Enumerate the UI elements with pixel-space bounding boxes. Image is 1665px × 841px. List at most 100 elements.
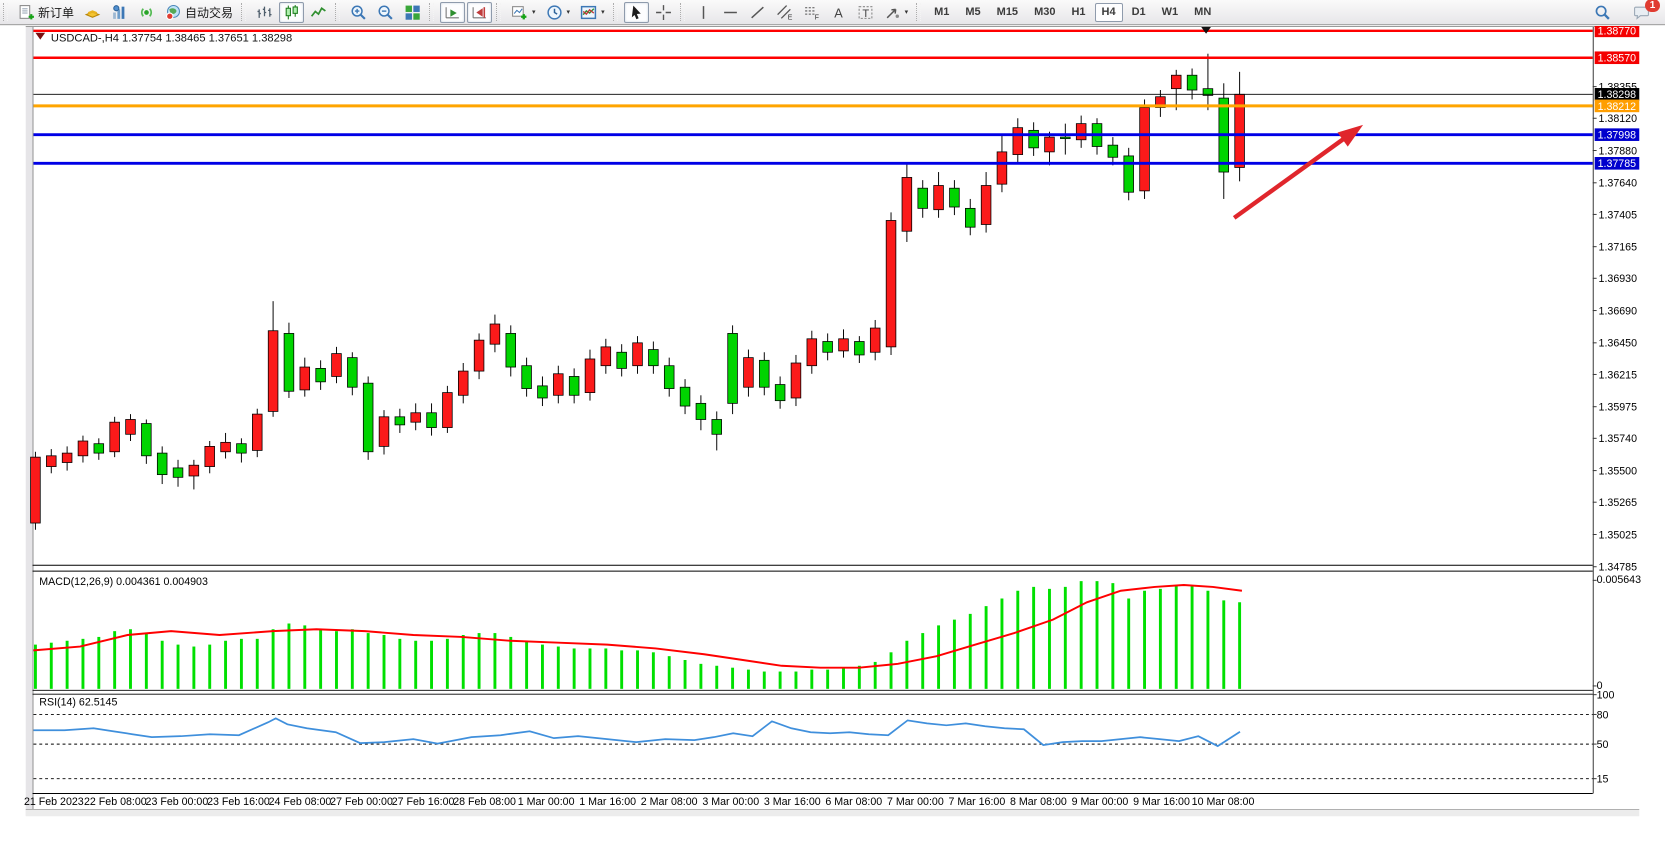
crosshair-button[interactable] (651, 2, 676, 23)
signals-button[interactable] (134, 2, 159, 23)
chevron-down-icon: ▾ (532, 9, 536, 16)
text-tool-button[interactable]: A (826, 2, 851, 23)
fibonacci-tool-button[interactable]: F (799, 2, 824, 23)
search-button[interactable] (1590, 2, 1615, 23)
bar-chart-icon (257, 6, 272, 18)
horizontal-line-tool-button[interactable] (718, 2, 743, 23)
candle-body (933, 185, 944, 211)
timeframe-h4-button[interactable]: H4 (1094, 2, 1123, 22)
line-chart-button[interactable] (306, 2, 331, 23)
add-indicator-button[interactable]: ▾ (507, 2, 540, 23)
trend-arrow-annotation[interactable] (1232, 124, 1364, 220)
add-indicator-icon (512, 5, 527, 19)
timeframe-w1-button[interactable]: W1 (1155, 3, 1186, 22)
toolbar-grip[interactable] (335, 3, 341, 21)
arrows-tool-button[interactable]: ▾ (880, 2, 913, 23)
candle-body (77, 440, 89, 457)
svg-text:1.37785: 1.37785 (1598, 158, 1637, 170)
candle-body (1044, 136, 1055, 153)
candle-body (347, 357, 358, 388)
timeframe-h1-button[interactable]: H1 (1064, 3, 1092, 22)
candle-body (885, 220, 897, 348)
time-axis-label: 28 Feb 08:00 (453, 796, 516, 808)
time-axis-label: 7 Mar 00:00 (887, 796, 944, 808)
candle-body (822, 341, 833, 353)
toolbar-grip[interactable] (241, 3, 247, 21)
candle-body (980, 185, 992, 225)
toolbar-grip[interactable] (429, 3, 435, 21)
toolbar-grip[interactable] (496, 3, 502, 21)
horizontal-line-icon (723, 11, 737, 13)
candle-body (1107, 144, 1119, 158)
toolbar-grip[interactable] (679, 3, 685, 21)
bar-chart-button[interactable] (252, 2, 277, 23)
svg-text:1.38770: 1.38770 (1598, 26, 1637, 38)
chart-title: USDCAD-,H4 1.37754 1.38465 1.37651 1.382… (35, 33, 292, 45)
symbol-dropdown-icon[interactable] (35, 32, 46, 40)
timeframe-m15-button[interactable]: M15 (990, 3, 1025, 22)
candle-body (917, 187, 928, 209)
candle-body (568, 376, 580, 396)
candle-body (838, 338, 849, 352)
vertical-line-icon (702, 5, 704, 19)
chart-template-button[interactable]: ▾ (576, 2, 609, 23)
chart-shift-button[interactable] (467, 1, 493, 23)
text-label-tool-button[interactable]: T (853, 2, 878, 23)
time-axis-label: 2 Mar 08:00 (641, 796, 698, 808)
chevron-down-icon: ▾ (904, 9, 909, 16)
history-center-button[interactable] (107, 2, 132, 23)
macd-axis-max: 0.005643 (1597, 574, 1641, 586)
toolbar-grip[interactable] (916, 3, 922, 21)
toolbar-grip[interactable] (3, 3, 8, 21)
line-chart-icon (310, 6, 326, 17)
autotrade-button[interactable]: 自动交易 (161, 2, 237, 23)
timeframe-d1-button[interactable]: D1 (1125, 3, 1153, 22)
toolbar-grip[interactable] (612, 3, 618, 21)
period-button[interactable]: ▾ (542, 2, 575, 23)
equidistant-channel-tool-button[interactable]: E (772, 2, 797, 23)
new-order-button[interactable]: 新订单 (14, 2, 78, 23)
candle-body (727, 333, 738, 404)
trendline-tool-button[interactable] (745, 2, 770, 23)
text-label-icon: T (858, 5, 872, 19)
candle-body (616, 351, 627, 369)
chart-shift-icon (472, 6, 486, 18)
vertical-line-tool-button[interactable] (691, 2, 716, 23)
candle-body (648, 349, 659, 367)
symbol-ohlc-title: USDCAD-,H4 1.37754 1.38465 1.37651 1.382… (51, 33, 292, 45)
price-tick-label: 1.37405 (1599, 209, 1638, 221)
cursor-button[interactable] (623, 1, 649, 23)
chart-svg[interactable]: 1.383551.381201.378801.376401.374051.371… (0, 26, 1665, 841)
candle-body (410, 412, 421, 423)
zoom-out-icon (378, 4, 393, 20)
price-badge: 1.37998 (1594, 128, 1640, 142)
market-watch-button[interactable] (80, 2, 105, 23)
chevron-down-icon: ▾ (601, 9, 605, 16)
macd-label: MACD(12,26,9) 0.004361 0.004903 (39, 576, 208, 588)
svg-text:A: A (834, 5, 843, 20)
time-axis-label: 27 Feb 00:00 (330, 796, 393, 808)
tile-windows-button[interactable] (400, 2, 425, 23)
candlestick-chart-button[interactable] (279, 1, 305, 23)
rsi-axis-label: 15 (1597, 774, 1609, 786)
history-icon (113, 4, 125, 19)
tile-windows-icon (405, 5, 420, 20)
price-tick-label: 1.37165 (1599, 242, 1638, 254)
text-icon: A (834, 5, 843, 20)
timeframe-mn-button[interactable]: MN (1187, 3, 1218, 22)
candle-body (949, 187, 960, 208)
candle-body (489, 323, 501, 345)
candle-body (537, 385, 548, 399)
macd-panel: MACD(12,26,9) 0.004361 0.004903 0.005643 0 (33, 574, 1641, 692)
notifications-button[interactable]: 1 (1629, 0, 1660, 23)
timeframe-m1-button[interactable]: M1 (927, 3, 956, 22)
timeframe-m30-button[interactable]: M30 (1027, 3, 1062, 22)
time-axis-label: 23 Feb 00:00 (146, 796, 209, 808)
chart-template-icon (580, 5, 597, 19)
chevron-down-icon: ▾ (566, 9, 571, 16)
timeframe-m5-button[interactable]: M5 (958, 3, 987, 22)
zoom-in-button[interactable] (346, 2, 371, 23)
price-tick-label: 1.38120 (1599, 113, 1638, 125)
zoom-out-button[interactable] (373, 2, 398, 23)
auto-scroll-button[interactable] (440, 1, 466, 23)
